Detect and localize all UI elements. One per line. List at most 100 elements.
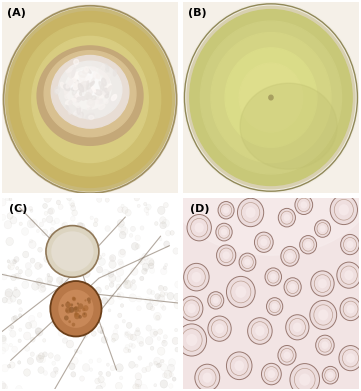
Circle shape — [125, 332, 128, 335]
Circle shape — [58, 288, 62, 292]
Circle shape — [203, 373, 212, 383]
Ellipse shape — [78, 84, 84, 92]
Circle shape — [99, 371, 103, 375]
Ellipse shape — [73, 88, 77, 95]
Circle shape — [119, 261, 124, 267]
Circle shape — [16, 386, 22, 391]
Ellipse shape — [77, 97, 80, 100]
Ellipse shape — [60, 82, 65, 88]
Circle shape — [165, 230, 171, 236]
Ellipse shape — [87, 102, 91, 107]
Circle shape — [37, 312, 42, 317]
Circle shape — [71, 357, 78, 365]
Circle shape — [212, 320, 228, 337]
Circle shape — [52, 321, 57, 326]
Circle shape — [187, 304, 196, 313]
Circle shape — [334, 199, 353, 220]
Circle shape — [25, 263, 31, 269]
Ellipse shape — [87, 95, 92, 100]
Text: (C): (C) — [9, 204, 27, 213]
Circle shape — [297, 198, 310, 212]
Circle shape — [265, 268, 282, 286]
Circle shape — [270, 273, 277, 280]
Circle shape — [191, 219, 208, 237]
Circle shape — [8, 263, 14, 270]
Circle shape — [122, 319, 125, 323]
Circle shape — [226, 276, 255, 307]
Circle shape — [69, 363, 75, 370]
Circle shape — [29, 240, 36, 249]
Circle shape — [314, 305, 332, 325]
Text: (B): (B) — [188, 8, 206, 18]
Circle shape — [164, 241, 170, 247]
Circle shape — [9, 11, 171, 187]
Circle shape — [69, 200, 74, 206]
Ellipse shape — [87, 83, 92, 89]
Circle shape — [80, 376, 84, 381]
Circle shape — [6, 237, 13, 246]
Ellipse shape — [80, 84, 86, 91]
Ellipse shape — [86, 81, 89, 90]
Circle shape — [68, 237, 73, 243]
Ellipse shape — [80, 81, 88, 87]
Circle shape — [314, 220, 331, 237]
Circle shape — [93, 301, 99, 308]
Circle shape — [61, 304, 64, 307]
Circle shape — [36, 229, 39, 233]
Circle shape — [242, 203, 260, 222]
Circle shape — [255, 232, 273, 252]
Circle shape — [70, 203, 75, 207]
Ellipse shape — [110, 98, 116, 106]
Circle shape — [140, 226, 144, 230]
Ellipse shape — [87, 98, 92, 107]
Circle shape — [160, 304, 164, 308]
Circle shape — [50, 281, 101, 337]
Circle shape — [118, 207, 123, 213]
Circle shape — [9, 327, 12, 331]
Circle shape — [244, 259, 251, 265]
Ellipse shape — [91, 96, 96, 100]
Ellipse shape — [66, 80, 73, 88]
Circle shape — [89, 359, 93, 363]
Circle shape — [187, 215, 212, 241]
Circle shape — [314, 275, 331, 292]
Circle shape — [71, 205, 76, 211]
Circle shape — [135, 364, 138, 368]
Ellipse shape — [77, 96, 83, 102]
Ellipse shape — [86, 68, 91, 73]
Circle shape — [238, 198, 264, 227]
Circle shape — [83, 270, 90, 278]
Circle shape — [130, 334, 136, 341]
Circle shape — [30, 321, 37, 328]
Circle shape — [283, 352, 290, 359]
Circle shape — [160, 380, 168, 388]
Circle shape — [10, 325, 14, 329]
Circle shape — [18, 339, 21, 343]
Circle shape — [106, 371, 111, 377]
Circle shape — [51, 371, 56, 378]
Circle shape — [89, 292, 93, 296]
Circle shape — [90, 293, 95, 299]
Circle shape — [124, 331, 130, 337]
Circle shape — [286, 315, 309, 340]
Circle shape — [10, 330, 16, 337]
Circle shape — [76, 242, 82, 248]
Circle shape — [317, 222, 328, 235]
Circle shape — [210, 294, 221, 307]
Circle shape — [112, 333, 118, 341]
Ellipse shape — [105, 63, 109, 72]
Circle shape — [12, 346, 17, 352]
Circle shape — [302, 238, 314, 251]
Text: (D): (D) — [190, 204, 209, 213]
Circle shape — [123, 347, 129, 353]
Circle shape — [72, 297, 76, 301]
Circle shape — [184, 264, 209, 291]
Circle shape — [116, 284, 121, 290]
Circle shape — [330, 195, 357, 224]
Circle shape — [77, 303, 79, 305]
Circle shape — [27, 220, 35, 228]
Circle shape — [180, 296, 203, 321]
Circle shape — [74, 313, 80, 319]
Ellipse shape — [88, 115, 94, 120]
Circle shape — [16, 208, 21, 214]
